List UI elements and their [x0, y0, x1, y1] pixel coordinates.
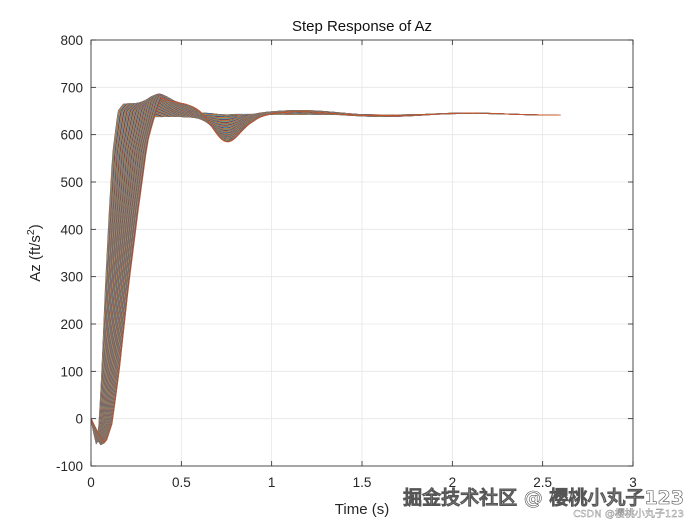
y-tick-label: 200 [60, 317, 83, 332]
series-lines [90, 93, 561, 446]
y-tick-label: 800 [60, 33, 83, 48]
y-axis-ticks: -100 0 100 200 300 400 500 600 700 800 [56, 33, 633, 474]
y-tick-label: 500 [60, 175, 83, 190]
watermark-main: 掘金技术社区 @ 樱桃小丸子123 [403, 486, 684, 509]
plot-axes: 0 0.5 1 1.5 2 2.5 3 -100 0 100 200 300 400 500 600 700… [56, 33, 637, 490]
y-axis-label-superscript: 2 [25, 229, 37, 235]
x-tick-label: 1 [268, 475, 276, 490]
x-tick-label: 2.5 [533, 475, 552, 490]
y-tick-label: 700 [60, 80, 83, 95]
y-axis-label: Az (ft/s2) [25, 224, 44, 282]
x-tick-label: 0.5 [172, 475, 191, 490]
watermark-sub: CSDN @樱桃小丸子123 [573, 507, 684, 520]
x-tick-label: 0 [87, 475, 95, 490]
y-tick-label: 300 [60, 270, 83, 285]
y-tick-label: 400 [60, 222, 83, 237]
x-tick-label: 2 [449, 475, 457, 490]
x-tick-label: 1.5 [353, 475, 372, 490]
y-tick-label: -100 [56, 459, 83, 474]
x-tick-label: 3 [629, 475, 637, 490]
y-tick-label: 0 [75, 412, 83, 427]
y-tick-label: 600 [60, 128, 83, 143]
y-axis-label-suffix: ) [27, 224, 44, 229]
x-axis-ticks: 0 0.5 1 1.5 2 2.5 3 [87, 40, 637, 490]
chart-title: Step Response of Az [292, 18, 432, 35]
x-axis-label: Time (s) [335, 501, 389, 518]
y-axis-label-main: Az (ft/s [27, 235, 44, 282]
y-tick-label: 100 [60, 364, 83, 379]
series-line [90, 97, 561, 444]
